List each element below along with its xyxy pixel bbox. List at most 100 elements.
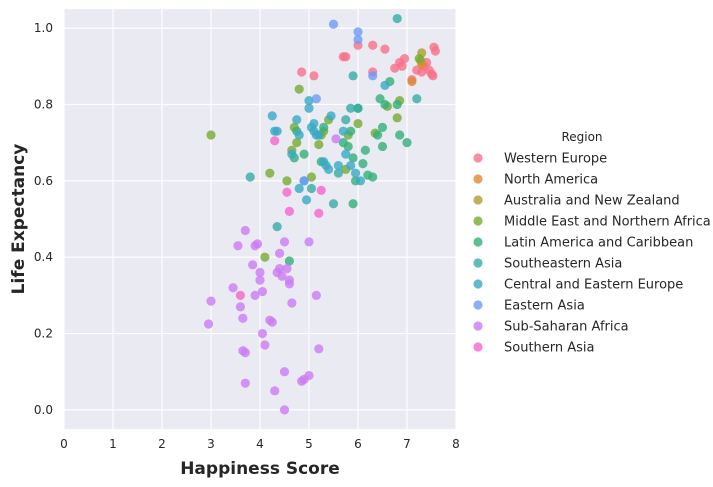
legend-marker	[473, 174, 483, 184]
data-point	[375, 94, 385, 104]
data-point	[350, 168, 361, 178]
data-point	[306, 183, 317, 194]
data-point	[255, 275, 265, 285]
data-point	[338, 138, 348, 148]
data-point	[380, 44, 390, 54]
data-point	[311, 290, 321, 300]
data-point	[328, 19, 339, 29]
data-point	[341, 115, 351, 125]
data-point	[287, 298, 297, 308]
data-point	[233, 241, 243, 251]
data-point	[392, 13, 402, 24]
data-point	[319, 122, 329, 132]
data-point	[341, 52, 351, 62]
legend-label: Latin America and Caribbean	[504, 236, 693, 251]
data-point	[392, 113, 402, 123]
legend-marker	[473, 153, 483, 163]
data-point	[392, 99, 402, 110]
data-point	[235, 302, 245, 312]
data-point	[338, 126, 348, 136]
data-point	[275, 248, 285, 258]
data-point	[265, 315, 275, 325]
data-point	[260, 252, 270, 262]
data-point	[430, 46, 441, 56]
x-axis-title: Happiness Score	[180, 459, 340, 479]
data-point	[341, 149, 351, 159]
data-point	[238, 313, 248, 323]
y-tick-label: 0.6	[34, 174, 53, 188]
data-point	[279, 237, 290, 247]
data-point	[284, 206, 294, 216]
data-point	[279, 367, 290, 377]
data-point	[346, 126, 356, 136]
data-point	[255, 267, 265, 278]
x-tick-label: 8	[452, 437, 460, 451]
legend-label: Eastern Asia	[504, 299, 585, 314]
data-point	[346, 103, 356, 113]
data-point	[265, 168, 275, 178]
data-point	[309, 71, 319, 81]
data-point	[355, 176, 366, 186]
y-tick-label: 0.8	[34, 97, 53, 111]
data-point	[270, 386, 280, 396]
legend-label: Central and Eastern Europe	[504, 278, 683, 293]
data-point	[319, 157, 329, 167]
data-point	[373, 130, 383, 140]
x-tick-label: 1	[109, 437, 117, 451]
data-point	[314, 344, 324, 354]
data-point	[348, 199, 358, 209]
x-tick-label: 6	[354, 437, 362, 451]
data-point	[250, 290, 260, 300]
data-point	[358, 159, 368, 169]
data-point	[377, 141, 388, 152]
x-tick-label: 7	[403, 437, 411, 451]
data-points	[203, 13, 441, 415]
data-point	[306, 172, 317, 182]
legend-marker	[473, 258, 483, 268]
legend-marker	[473, 300, 483, 310]
data-point	[294, 84, 304, 94]
legend: Western Europe North America Australia and…	[473, 152, 711, 356]
y-tick-label: 0.4	[34, 250, 53, 264]
data-point	[363, 170, 373, 180]
legend-marker	[473, 195, 483, 205]
data-point	[282, 187, 292, 197]
legend-label: Southeastern Asia	[504, 257, 622, 272]
data-point	[292, 138, 302, 148]
data-point	[272, 222, 282, 232]
y-tick-label: 1.0	[34, 21, 53, 35]
data-point	[328, 199, 339, 209]
data-point	[270, 126, 280, 136]
data-point	[284, 256, 294, 266]
y-axis-title: Life Expectancy	[9, 144, 29, 295]
data-point	[346, 160, 356, 171]
data-point	[238, 346, 248, 356]
data-point	[353, 27, 363, 37]
data-point	[284, 275, 294, 285]
data-point	[287, 149, 297, 159]
data-point	[206, 130, 216, 140]
data-point	[368, 71, 378, 81]
data-point	[304, 96, 314, 106]
data-point	[314, 139, 324, 150]
data-point	[331, 134, 341, 144]
data-point	[297, 376, 307, 386]
legend-label: Southern Asia	[504, 341, 595, 356]
data-point	[304, 103, 314, 113]
data-point	[304, 237, 314, 247]
legend-label: Middle East and Northern Africa	[504, 215, 711, 230]
data-point	[240, 225, 250, 236]
data-point	[279, 405, 290, 415]
data-point	[299, 149, 309, 159]
data-point	[282, 264, 292, 274]
y-tick-label: 0.0	[34, 403, 53, 417]
data-point	[353, 34, 363, 45]
data-point	[228, 283, 238, 293]
data-point	[326, 111, 336, 121]
data-point	[407, 76, 417, 87]
data-point	[314, 208, 324, 218]
data-point	[306, 122, 317, 132]
data-point	[348, 71, 358, 81]
data-point	[257, 286, 268, 297]
x-tick-label: 2	[158, 437, 166, 451]
